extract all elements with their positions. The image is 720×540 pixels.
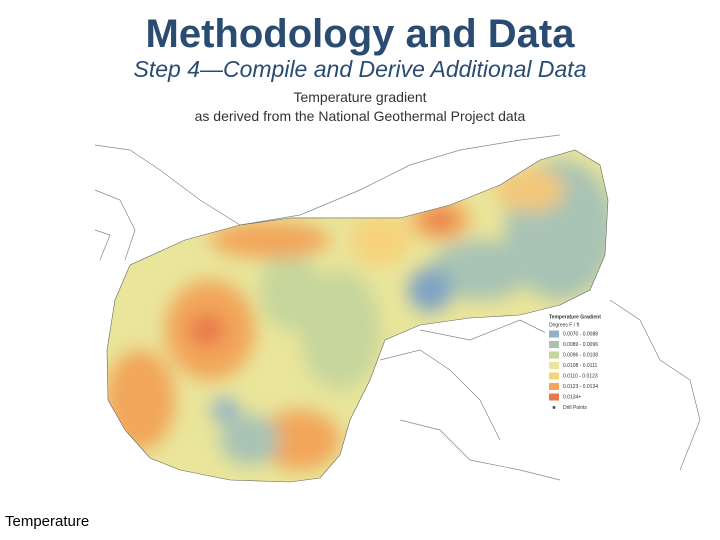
legend-swatch xyxy=(549,362,559,369)
legend-units: Degrees F / ft xyxy=(549,322,580,328)
subtitle: Step 4—Compile and Derive Additional Dat… xyxy=(133,56,587,82)
legend-swatch xyxy=(549,372,559,380)
legend-swatch xyxy=(549,330,559,338)
legend-swatch xyxy=(549,393,559,401)
footer-label: Temperature xyxy=(5,513,90,530)
legend-label: 0.0089 - 0.0096 xyxy=(563,342,598,348)
caption: Temperature gradient xyxy=(293,89,427,105)
legend-label: 0.0123 - 0.0134 xyxy=(563,384,598,390)
gradient-surface xyxy=(107,150,608,482)
legend-title: Temperature Gradient xyxy=(549,314,601,320)
caption: as derived from the National Geothermal … xyxy=(194,108,526,124)
legend-label: 0.0108 - 0.0111 xyxy=(563,363,598,369)
region-outline xyxy=(106,149,609,483)
legend-label: 0.0134+ xyxy=(563,394,581,400)
legend-label: 0.0070 - 0.0088 xyxy=(563,331,598,337)
title: Methodology and Data xyxy=(145,12,575,56)
legend-swatch xyxy=(549,341,559,348)
legend: Temperature Gradient Degrees F / ft 0.00… xyxy=(545,311,623,415)
legend-marker xyxy=(552,406,556,409)
legend-swatch xyxy=(549,383,559,390)
legend-label: 0.0096 - 0.0108 xyxy=(563,352,598,358)
legend-swatch xyxy=(549,351,559,359)
legend-label: 0.0110 - 0.0123 xyxy=(563,373,598,379)
legend-label: Drill Points xyxy=(563,405,587,411)
